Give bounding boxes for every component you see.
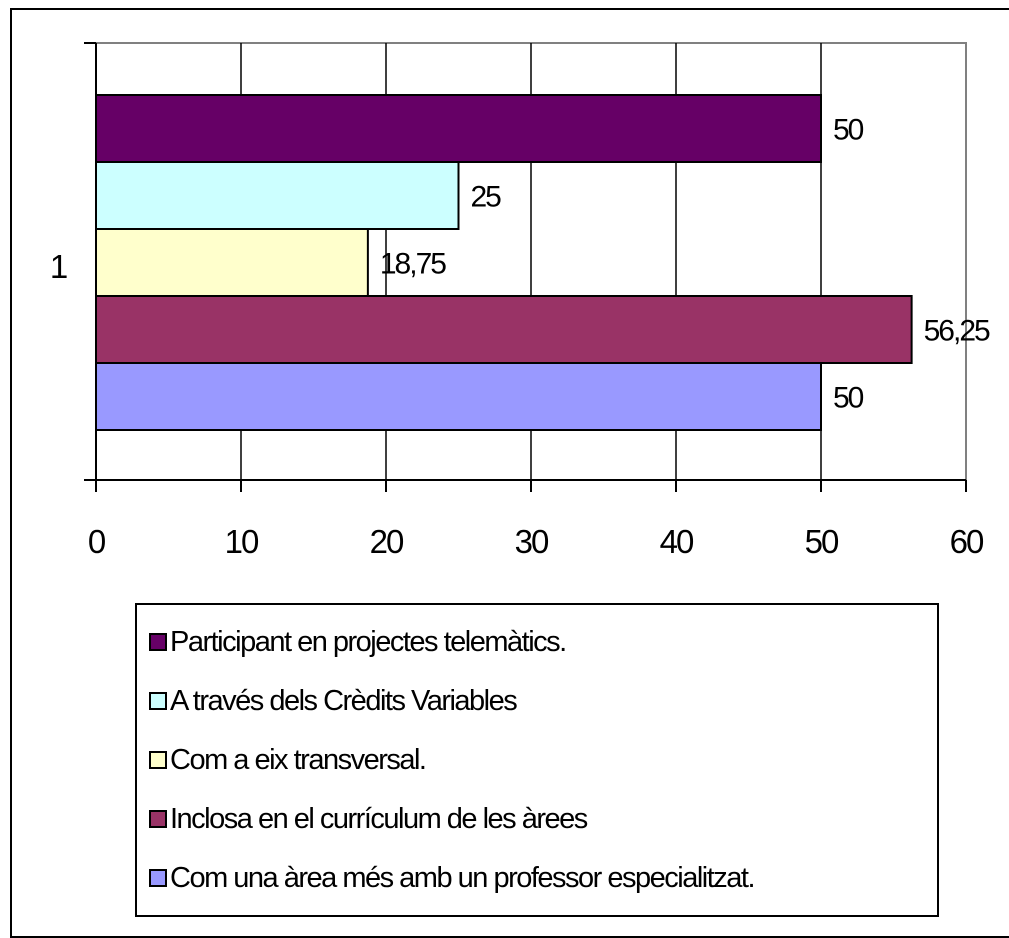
data-label-series-1: 50 bbox=[833, 114, 864, 147]
legend-label-1: Participant en projectes telemàtics. bbox=[170, 625, 567, 658]
x-tick-label-50: 50 bbox=[805, 523, 839, 560]
category-label: 1 bbox=[50, 248, 67, 285]
data-labels: 50 25 18,75 56,25 50 bbox=[380, 114, 992, 415]
legend-label-2: A través dels Crèdits Variables bbox=[170, 684, 518, 717]
legend-label-4: Inclosa en el currículum de les àrees bbox=[170, 802, 588, 835]
x-tick-label-0: 0 bbox=[88, 523, 106, 560]
bar-series-1 bbox=[95, 94, 822, 163]
x-tick-label-60: 60 bbox=[950, 523, 984, 560]
bars-group bbox=[95, 94, 913, 431]
x-ticks: 0 10 20 30 40 50 60 bbox=[88, 480, 986, 560]
bar-series-5 bbox=[95, 362, 822, 431]
legend-swatch-2 bbox=[149, 692, 167, 710]
legend-item-5: Com una àrea més amb un professor especi… bbox=[149, 858, 756, 898]
data-label-series-5: 50 bbox=[833, 382, 864, 415]
x-tick-label-30: 30 bbox=[515, 523, 549, 560]
legend-item-3: Com a eix transversal. bbox=[149, 740, 427, 780]
bar-series-2 bbox=[95, 161, 460, 230]
legend-swatch-4 bbox=[149, 810, 167, 828]
data-label-series-3: 18,75 bbox=[380, 248, 446, 281]
legend-item-4: Inclosa en el currículum de les àrees bbox=[149, 799, 588, 839]
bar-chart: 0 10 20 30 40 50 60 1 50 25 18,75 56,25 50 bbox=[50, 42, 992, 560]
legend-item-1: Participant en projectes telemàtics. bbox=[149, 622, 567, 662]
x-tick-label-20: 20 bbox=[370, 523, 404, 560]
legend-swatch-1 bbox=[149, 633, 167, 651]
data-label-series-2: 25 bbox=[471, 181, 502, 214]
legend-label-5: Com una àrea més amb un professor especi… bbox=[170, 861, 756, 894]
legend-item-2: A través dels Crèdits Variables bbox=[149, 681, 518, 721]
bar-series-3 bbox=[95, 228, 369, 297]
legend-label-3: Com a eix transversal. bbox=[170, 743, 427, 776]
data-label-series-4: 56,25 bbox=[924, 315, 990, 348]
x-tick-label-40: 40 bbox=[660, 523, 694, 560]
legend: Participant en projectes telemàtics. A t… bbox=[135, 603, 939, 917]
legend-swatch-3 bbox=[149, 751, 167, 769]
bar-series-4 bbox=[95, 295, 913, 364]
legend-swatch-5 bbox=[149, 869, 167, 887]
x-tick-label-10: 10 bbox=[225, 523, 259, 560]
